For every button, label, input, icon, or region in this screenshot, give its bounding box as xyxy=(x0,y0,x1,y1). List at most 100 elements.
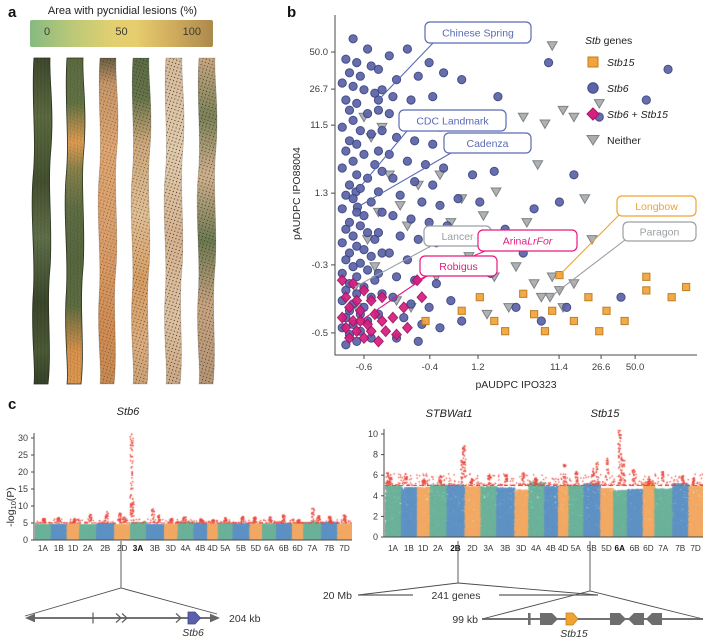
scatter-ticks: 50.0 26.7 11.5 1.3 -0.3 -0.5 -0.6 -0.4 1.2 11.4 26… xyxy=(310,47,645,373)
leaf-2 xyxy=(64,57,86,385)
data-point xyxy=(337,122,347,132)
data-point xyxy=(402,156,413,166)
chromosome-label: 5D xyxy=(601,544,612,553)
data-point xyxy=(366,129,376,139)
data-point xyxy=(352,58,362,68)
stb15-gene-diagram: 99 kb Stb15 xyxy=(452,612,703,637)
data-point xyxy=(406,95,416,105)
data-point xyxy=(569,170,579,180)
data-point xyxy=(348,81,358,92)
triangle-legend-icon xyxy=(586,135,600,146)
data-point xyxy=(362,228,373,238)
data-point xyxy=(477,211,490,222)
data-point xyxy=(369,262,381,273)
chromosome-label: 2A xyxy=(83,544,94,553)
callout-box xyxy=(424,21,532,44)
callout-leader xyxy=(360,275,428,322)
data-point xyxy=(642,272,651,281)
chromosome-label: 6A xyxy=(615,544,626,553)
callout-label: Paragon xyxy=(640,226,680,238)
data-point xyxy=(348,115,358,126)
y-tick-label: -0.3 xyxy=(312,260,328,271)
data-point xyxy=(548,306,557,315)
chromosome-label: 3A xyxy=(483,544,494,553)
series-neither xyxy=(349,41,606,320)
chromosome-label: 7D xyxy=(339,544,350,553)
chromosome-label: 4B xyxy=(546,544,557,553)
chromosome-label: 1A xyxy=(38,544,49,553)
data-point xyxy=(398,301,410,314)
chromosome-label: 7B xyxy=(324,544,335,553)
stb15-gene-label: Stb15 xyxy=(560,628,588,637)
data-point xyxy=(341,95,351,105)
manhattan-y-tick: 8 xyxy=(373,450,378,460)
data-point xyxy=(595,327,604,336)
stbwat1-region-size: 20 Mb xyxy=(323,590,352,602)
data-point xyxy=(569,316,579,326)
data-point xyxy=(399,313,409,323)
data-point xyxy=(510,262,522,273)
data-point xyxy=(365,325,377,338)
data-point xyxy=(535,292,548,303)
data-point xyxy=(373,64,384,75)
scatter-plot: pAUDPC IPO88004 pAUDPC IPO323 50.0 26.7 11… xyxy=(291,15,697,391)
callout-leader xyxy=(355,130,408,193)
data-point xyxy=(344,331,355,345)
colorbar-tick-0: 0 xyxy=(44,26,51,38)
data-point xyxy=(682,282,691,292)
callout-box xyxy=(443,132,532,154)
x-tick-label: 11.4 xyxy=(550,362,568,373)
chromosome-label: 1A xyxy=(388,544,399,553)
stbwat1-gene-count: 241 genes xyxy=(431,590,480,602)
callout-leader xyxy=(378,42,434,101)
data-point xyxy=(391,132,402,142)
x-tick-label: 26.6 xyxy=(592,362,611,373)
manhattan-y-tick: 2 xyxy=(373,511,378,521)
chromosome-label: 4A xyxy=(181,544,192,553)
y-tick-label: 50.0 xyxy=(310,47,329,58)
data-point xyxy=(377,126,387,136)
chromosome-label: 2A xyxy=(433,544,444,553)
data-point xyxy=(539,119,551,130)
data-point xyxy=(384,51,394,61)
chromosome-label: 1D xyxy=(68,544,79,553)
stb6-region-funnel xyxy=(24,541,218,617)
callout-box xyxy=(477,229,578,252)
data-point xyxy=(380,325,392,338)
data-point xyxy=(530,310,539,319)
legend-item-label: Neither xyxy=(607,135,641,147)
data-point xyxy=(424,217,434,227)
y-tick-label: -0.5 xyxy=(312,328,328,339)
data-point xyxy=(336,311,348,324)
chromosome-label: 7A xyxy=(658,544,669,553)
data-point xyxy=(439,68,449,78)
data-point xyxy=(435,200,445,210)
data-point xyxy=(546,272,558,283)
data-point xyxy=(344,136,355,146)
colorbar-tick-100: 100 xyxy=(182,26,201,38)
manhattan-right-axes xyxy=(383,429,703,538)
stb6-region-size: 204 kb xyxy=(229,613,261,625)
data-point xyxy=(517,112,530,123)
data-point xyxy=(376,314,388,328)
data-point xyxy=(579,194,591,205)
callout-box xyxy=(398,109,507,132)
data-point xyxy=(388,92,398,102)
y-tick-label: 11.5 xyxy=(310,120,328,131)
legend-item-label: Stb6 + Stb15 xyxy=(607,109,668,121)
stb-genes-legend: Stb genes Stb15 Stb6 Stb6 + Stb15 Neither xyxy=(585,35,668,147)
gray-gene-icon xyxy=(540,613,558,625)
data-point xyxy=(366,251,376,261)
leaf-photos xyxy=(31,57,218,385)
data-point xyxy=(358,284,370,297)
chromosome-label: 2B xyxy=(100,544,111,553)
scatter-axes xyxy=(334,15,697,356)
colorbar-tick-50: 50 xyxy=(115,26,128,38)
diamond-legend-icon xyxy=(586,107,600,121)
data-point xyxy=(413,71,423,81)
data-point xyxy=(446,296,456,306)
leaf-1 xyxy=(31,57,53,385)
stb6-gene-icon xyxy=(187,611,202,625)
manhattan-y-tick: 30 xyxy=(18,433,28,443)
chromosome-label: 4D xyxy=(207,544,218,553)
